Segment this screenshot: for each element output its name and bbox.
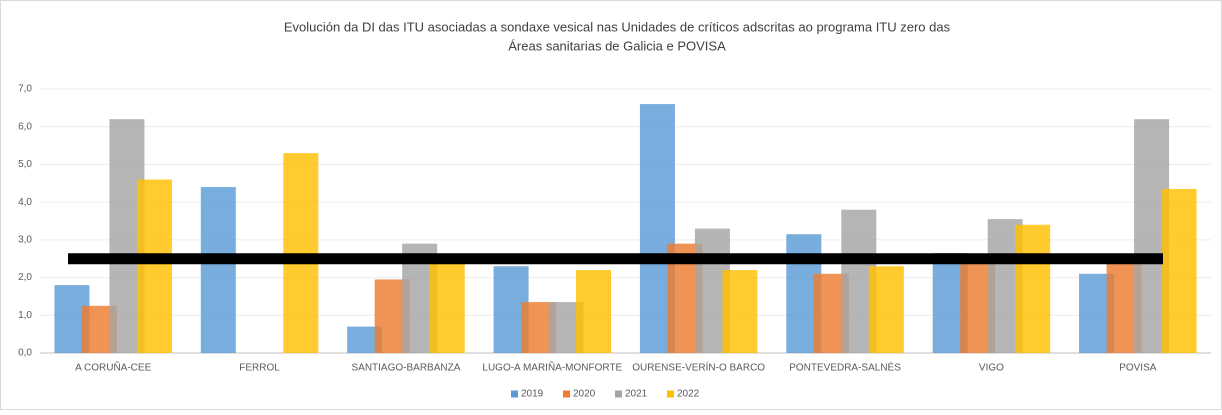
x-tick-label: POVISA — [1119, 363, 1157, 374]
chart-title: Evolución da DI das ITU asociadas a sond… — [284, 19, 951, 34]
legend-swatch — [667, 390, 674, 398]
y-tick-label: 3,0 — [18, 234, 32, 245]
bar — [576, 270, 612, 353]
bar — [283, 153, 319, 353]
legend-label: 2022 — [677, 389, 700, 400]
x-tick-label: PONTEVEDRA-SALNÉS — [789, 361, 901, 374]
bar — [136, 179, 172, 353]
legend-swatch — [511, 390, 518, 398]
y-tick-label: 6,0 — [18, 121, 32, 132]
bar — [868, 266, 904, 353]
y-tick-label: 1,0 — [18, 310, 32, 321]
bar — [429, 262, 465, 353]
bar — [200, 187, 236, 353]
x-tick-label: VIGO — [979, 363, 1004, 374]
x-tick-label: OURENSE-VERÍN-O BARCO — [632, 361, 765, 374]
chart-title: Áreas sanitarias de Galicia e POVISA — [508, 38, 726, 53]
legend-label: 2021 — [625, 389, 648, 400]
x-tick-label: LUGO-A MARIÑA-MONFORTE — [482, 361, 622, 374]
legend-label: 2019 — [521, 389, 544, 400]
x-tick-label: A CORUÑA-CEE — [75, 361, 151, 374]
y-tick-label: 4,0 — [18, 197, 32, 208]
bar — [1015, 224, 1051, 353]
legend-swatch — [563, 390, 570, 398]
y-tick-label: 5,0 — [18, 159, 32, 170]
x-tick-label: FERROL — [239, 363, 280, 374]
bar — [1161, 188, 1197, 353]
bar — [722, 270, 758, 353]
legend-label: 2020 — [573, 389, 596, 400]
legend-swatch — [615, 390, 622, 398]
x-tick-label: SANTIAGO-BARBANZA — [351, 363, 460, 374]
y-tick-label: 0,0 — [18, 348, 32, 359]
y-tick-label: 2,0 — [18, 272, 32, 283]
y-tick-label: 7,0 — [18, 84, 32, 95]
